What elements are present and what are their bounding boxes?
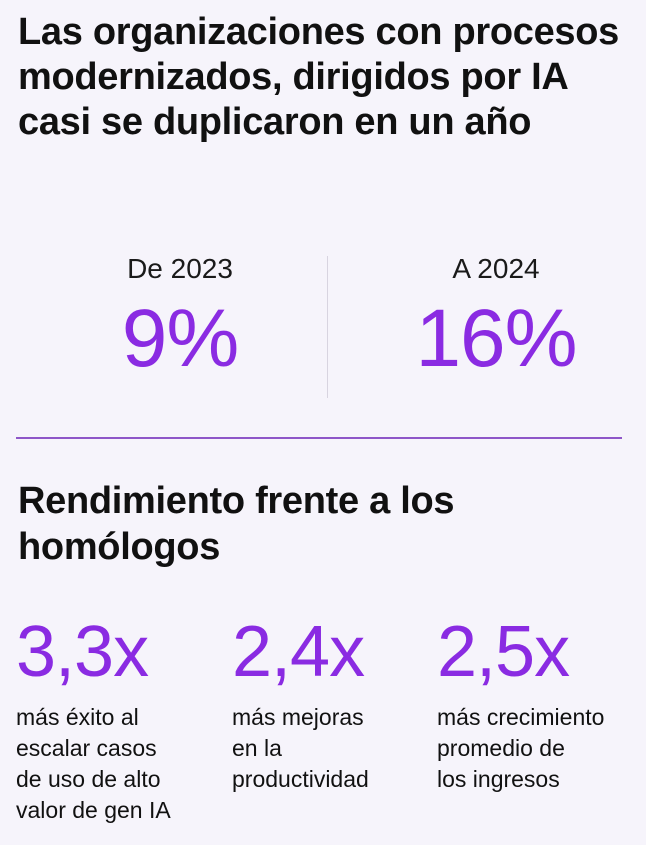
headline: Las organizaciones con procesos moderniz…	[18, 11, 620, 143]
stat-2023-label: De 2023	[127, 253, 233, 284]
vertical-divider	[327, 256, 328, 398]
metric-revenue: 2,5x más crecimiento promedio de los ing…	[437, 612, 642, 795]
stat-2024: A 2024 16%	[336, 252, 646, 384]
metric-scaling-value: 3,3x	[16, 612, 149, 692]
stat-2024-value: 16%	[415, 293, 577, 384]
stat-2024-label: A 2024	[452, 253, 540, 284]
performance-title: Rendimiento frente a los homólogos	[18, 480, 455, 568]
metric-revenue-value: 2,5x	[437, 612, 570, 692]
metric-productivity-description: más mejoras en la productividad	[232, 704, 369, 792]
metric-productivity: 2,4x más mejoras en la productividad	[232, 612, 432, 795]
metric-scaling: 3,3x más éxito al escalar casos de uso d…	[16, 612, 226, 826]
section-divider	[16, 437, 622, 439]
metric-scaling-description: más éxito al escalar casos de uso de alt…	[16, 704, 171, 823]
stat-2023: De 2023 9%	[20, 252, 340, 384]
metric-revenue-description: más crecimiento promedio de los ingresos	[437, 704, 605, 792]
stat-2023-value: 9%	[121, 293, 240, 384]
metric-productivity-value: 2,4x	[232, 612, 365, 692]
